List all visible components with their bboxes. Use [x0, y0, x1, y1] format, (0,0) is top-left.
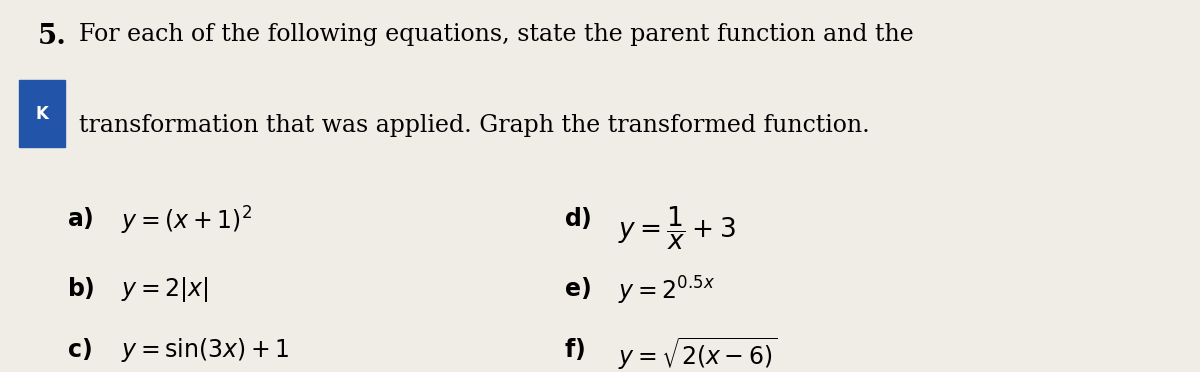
Text: $y = \dfrac{1}{x} + 3$: $y = \dfrac{1}{x} + 3$: [618, 205, 736, 253]
Text: $\mathbf{b)}$: $\mathbf{b)}$: [67, 275, 95, 301]
Text: $\mathbf{a)}$: $\mathbf{a)}$: [67, 205, 94, 231]
Text: 5.: 5.: [37, 23, 66, 50]
Text: transformation that was applied. Graph the transformed function.: transformation that was applied. Graph t…: [79, 114, 870, 137]
FancyBboxPatch shape: [19, 80, 65, 147]
Text: $\mathbf{c)}$: $\mathbf{c)}$: [67, 336, 92, 362]
Text: $\mathbf{e)}$: $\mathbf{e)}$: [564, 275, 590, 301]
Text: $y = (x + 1)^{2}$: $y = (x + 1)^{2}$: [121, 205, 252, 237]
Text: K: K: [36, 105, 48, 123]
Text: $y = 2^{0.5x}$: $y = 2^{0.5x}$: [618, 275, 715, 307]
Text: $y = 2|x|$: $y = 2|x|$: [121, 275, 209, 304]
Text: For each of the following equations, state the parent function and the: For each of the following equations, sta…: [79, 23, 914, 46]
Text: $y = \sqrt{2(x - 6)}$: $y = \sqrt{2(x - 6)}$: [618, 336, 778, 372]
Text: $\mathbf{f)}$: $\mathbf{f)}$: [564, 336, 586, 362]
Text: $y = \sin (3x) + 1$: $y = \sin (3x) + 1$: [121, 336, 289, 364]
Text: $\mathbf{d)}$: $\mathbf{d)}$: [564, 205, 592, 231]
